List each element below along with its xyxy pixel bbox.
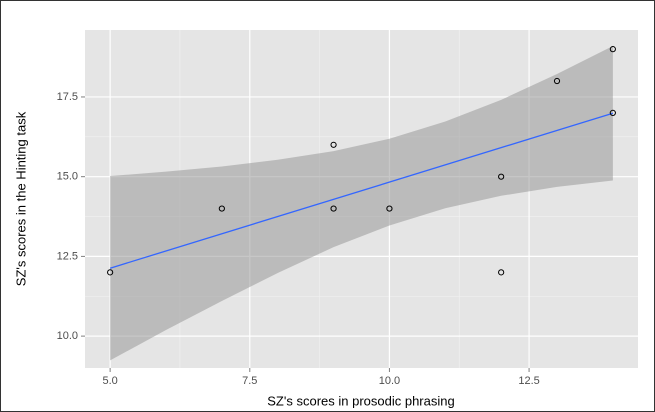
y-axis-title: SZ's scores in the Hinting task (13, 111, 28, 286)
x-tick-label: 7.5 (242, 375, 257, 387)
y-tick-label: 10.0 (57, 330, 78, 342)
point (330, 141, 337, 148)
x-tick-label: 12.5 (518, 375, 539, 387)
x-tick-label: 5.0 (102, 375, 117, 387)
fit-line (109, 112, 614, 269)
point (498, 173, 505, 180)
point (609, 46, 616, 53)
point (386, 205, 393, 212)
x-tick-label: 10.0 (379, 375, 400, 387)
confidence-band (110, 45, 613, 361)
point (609, 109, 616, 117)
point (553, 77, 561, 85)
y-tick-label: 15.0 (57, 171, 78, 183)
point (218, 205, 225, 212)
point (330, 205, 337, 212)
point (498, 269, 505, 276)
point (107, 269, 114, 276)
y-tick-label: 12.5 (57, 250, 78, 262)
x-axis-title: SZ's scores in prosodic phrasing (267, 393, 454, 408)
y-tick-label: 17.5 (57, 91, 78, 103)
